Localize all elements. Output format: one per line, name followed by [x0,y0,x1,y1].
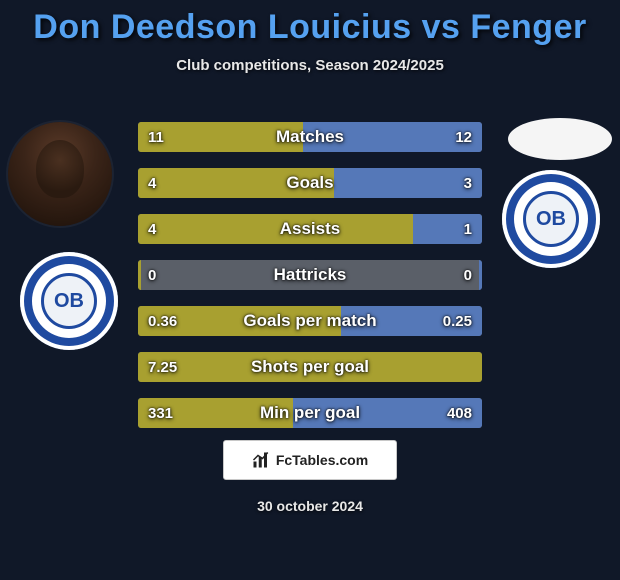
player-avatar-right [508,118,612,160]
stat-bar-right [303,122,482,152]
stat-row: 0 0Hattricks [138,260,482,290]
stat-bar-right [293,398,482,428]
stat-bar-left [138,214,413,244]
date-text: 30 october 2024 [0,498,620,514]
stat-bar-right [413,214,482,244]
stat-row: 7.25Shots per goal [138,352,482,382]
stat-row: 1112Matches [138,122,482,152]
stat-value-left: 0 [148,260,156,290]
stat-bar-left [138,352,482,382]
stat-bar-right [334,168,482,198]
subtitle: Club competitions, Season 2024/2025 [0,57,620,74]
page-title: Don Deedson Louicius vs Fenger [0,0,620,47]
attribution-text: FcTables.com [276,452,368,468]
stats-bars: 1112Matches 43Goals 41Assists 0 0Hattricks 0.… [138,122,482,444]
attribution-badge: FcTables.com [223,440,397,480]
stat-bar-left [138,398,293,428]
club-badge-right: OB [502,170,600,268]
club-badge-left: OB [20,252,118,350]
chart-icon [252,451,270,469]
stat-label: Hattricks [138,260,482,290]
player-avatar-left [8,122,112,226]
club-initials-right: OB [523,191,579,247]
stat-bar-left [138,260,141,290]
stat-bar-left [138,168,334,198]
stat-row: 43Goals [138,168,482,198]
stat-row: 41Assists [138,214,482,244]
stat-bar-left [138,306,341,336]
stat-row: 331408Min per goal [138,398,482,428]
stat-row: 0.360.25Goals per match [138,306,482,336]
stat-bar-right [479,260,482,290]
stat-bar-left [138,122,303,152]
stat-value-right: 0 [464,260,472,290]
stat-bar-right [341,306,482,336]
club-initials-left: OB [41,273,97,329]
